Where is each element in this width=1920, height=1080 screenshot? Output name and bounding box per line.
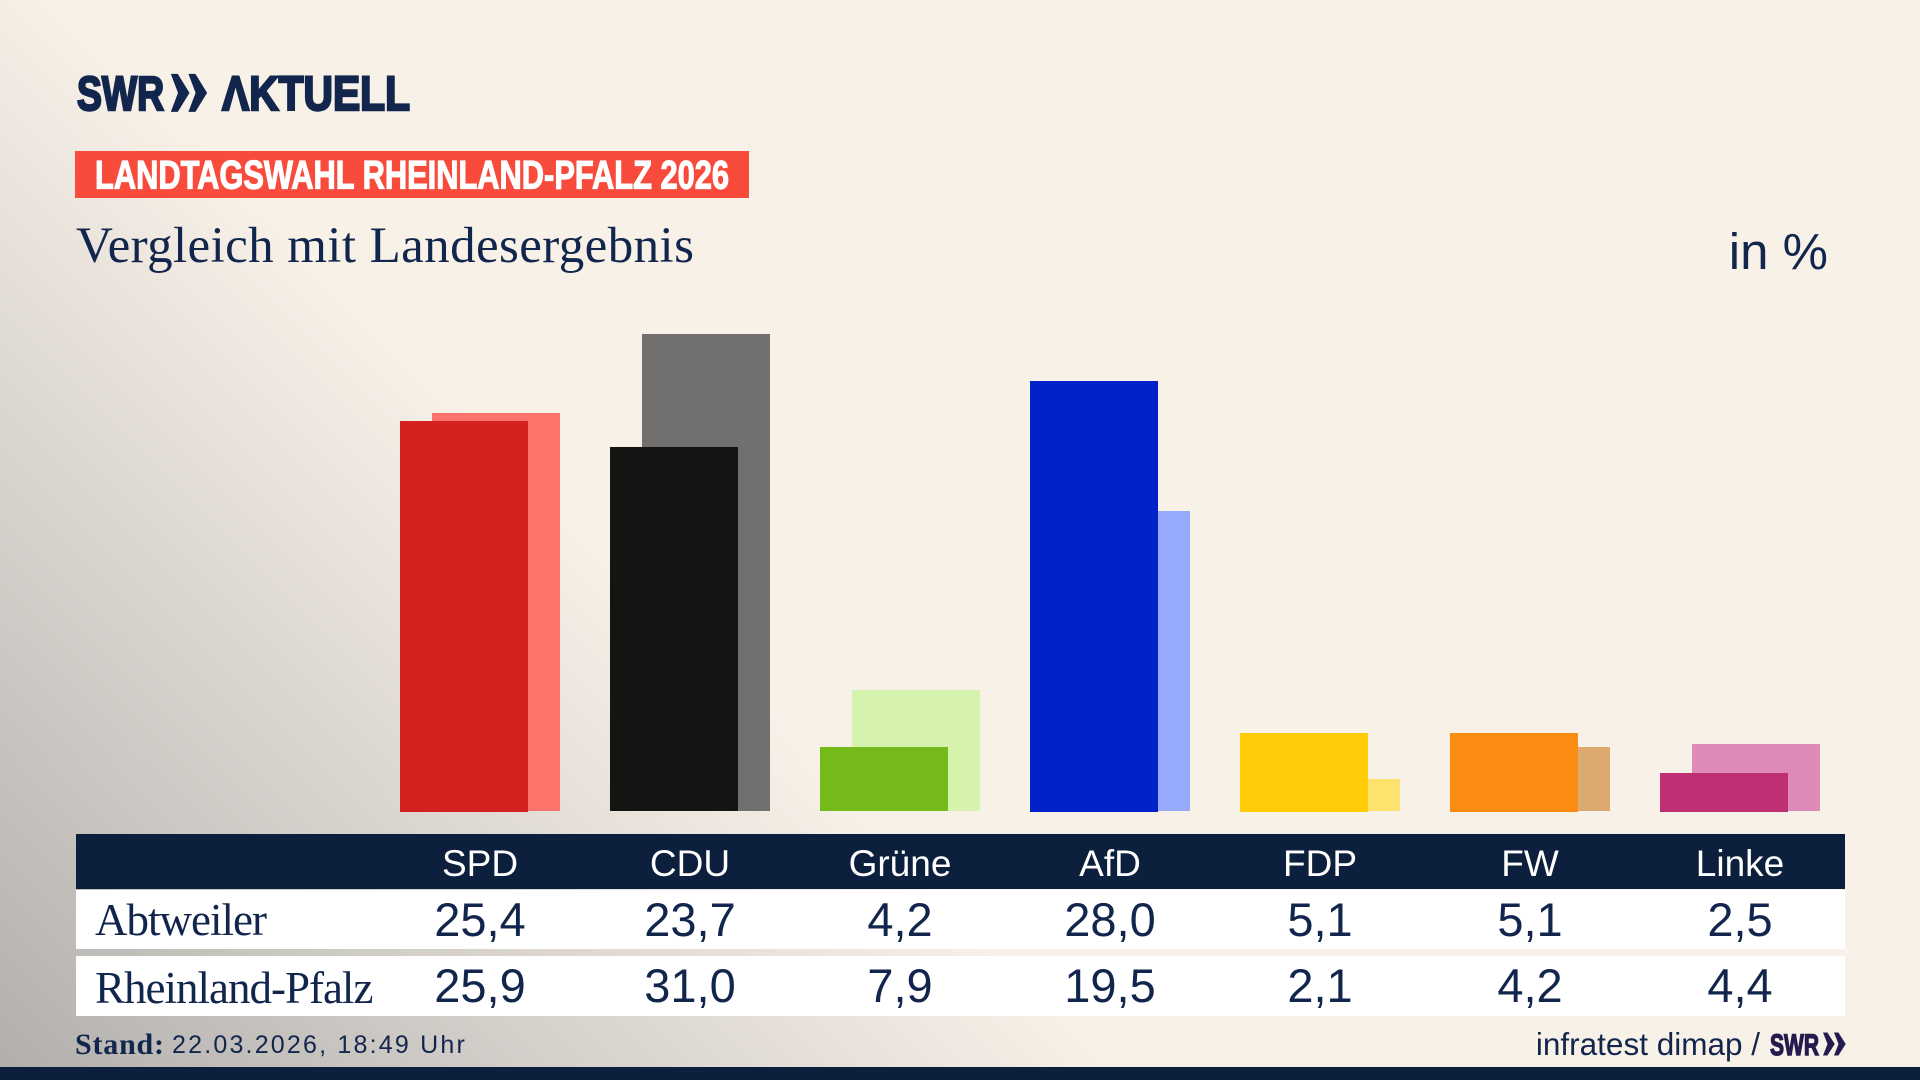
svg-text:LANDTAGSWAHL RHEINLAND-PFALZ 2: LANDTAGSWAHL RHEINLAND-PFALZ 2026: [95, 154, 729, 198]
svg-text:ΛKTUELL: ΛKTUELL: [222, 70, 410, 120]
svg-text:SWR: SWR: [1770, 1030, 1819, 1058]
svg-text:SWR: SWR: [77, 70, 164, 120]
